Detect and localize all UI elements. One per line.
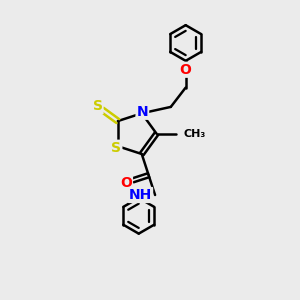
Text: N: N (136, 105, 148, 119)
Text: O: O (180, 63, 192, 77)
Text: S: S (111, 141, 121, 155)
Text: S: S (92, 99, 103, 113)
Text: CH₃: CH₃ (183, 129, 206, 139)
Text: NH: NH (129, 188, 152, 202)
Text: O: O (120, 176, 132, 190)
